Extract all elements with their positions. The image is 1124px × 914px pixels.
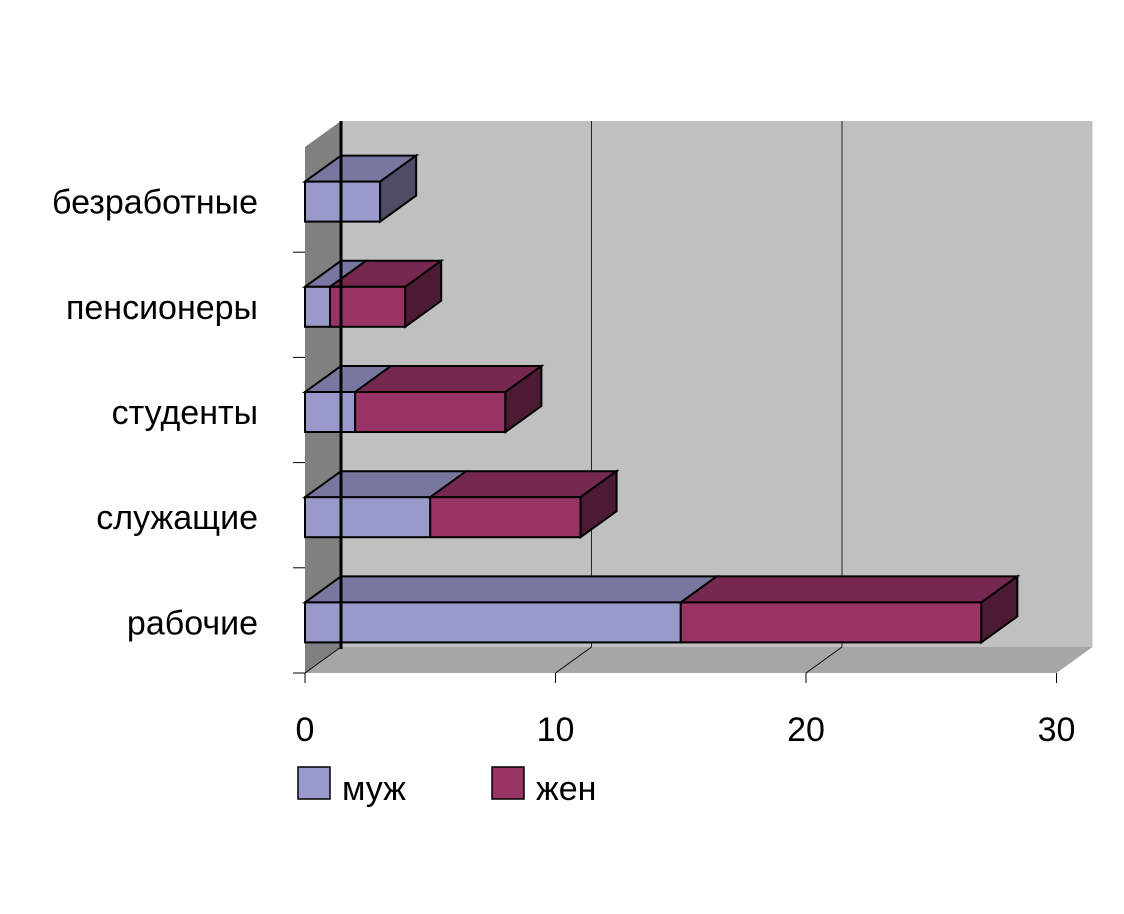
bar-3-муж-front	[304, 496, 432, 539]
bar-2-муж-front	[304, 391, 357, 433]
bars	[301, 153, 1021, 645]
floor	[305, 647, 1093, 673]
bar-2-жен-side	[504, 364, 543, 434]
bar-3-жен-front	[429, 496, 582, 539]
bar-1-жен-side	[404, 258, 443, 329]
value-tick-label-30: 30	[1038, 711, 1076, 749]
gridlines	[304, 121, 843, 674]
labels: безработные пенсионеры студенты служащие раб…	[52, 184, 1075, 749]
legend-swatch-муж	[297, 766, 331, 800]
category-label-0: безработные	[52, 184, 258, 222]
bar-0-муж-side	[379, 153, 418, 224]
floor-edge-left	[304, 646, 342, 674]
bar-4-жен-side	[980, 574, 1019, 645]
value-tick-label-20: 20	[787, 711, 825, 749]
category-label-1: пенсионеры	[66, 289, 258, 327]
bar-0-муж-front	[304, 180, 382, 223]
bar-1-жен-front	[329, 285, 407, 328]
value-tick-label-0: 0	[296, 711, 315, 749]
category-label-3: служащие	[96, 499, 258, 537]
gridline-floor-20	[805, 646, 843, 674]
legend-swatch-жен	[491, 766, 525, 800]
bar-4-муж-top	[301, 575, 720, 604]
legend-label-жен: жен	[536, 770, 596, 808]
bar-2-жен-front	[354, 391, 507, 433]
legend-label-муж: муж	[342, 770, 406, 808]
value-tick-label-10: 10	[537, 711, 575, 749]
bar-3-жен-side	[579, 469, 618, 540]
gridline-floor-10	[555, 646, 592, 674]
bar-4-жен-top	[677, 575, 1021, 604]
axes	[293, 121, 1057, 683]
bar-1-муж-front	[304, 285, 332, 328]
bar-4-муж-front	[304, 601, 682, 644]
legend: муж жен	[297, 766, 596, 808]
bar-4-жен-front	[679, 601, 983, 644]
category-label-2: студенты	[112, 394, 258, 432]
category-label-4: рабочие	[127, 604, 258, 642]
